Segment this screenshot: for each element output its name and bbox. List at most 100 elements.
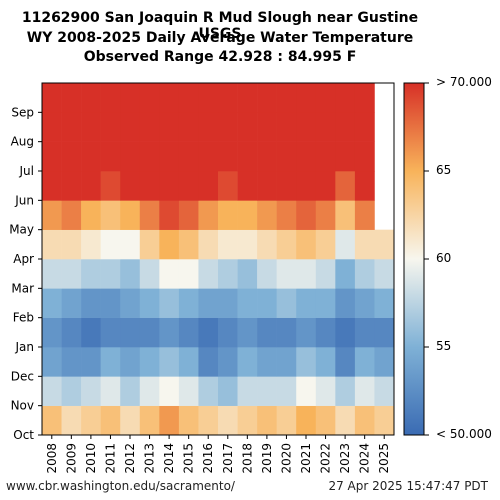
y-tick-label: Jun (14, 193, 34, 207)
heatmap-cell (354, 112, 375, 142)
heatmap-cell (120, 83, 141, 113)
heatmap-cell (237, 112, 258, 142)
heatmap-cell (218, 405, 238, 436)
x-tick-label: 2017 (221, 443, 235, 474)
heatmap-cell (335, 347, 356, 377)
heatmap-cell (159, 259, 180, 289)
heatmap-cell (120, 347, 141, 377)
heatmap-cell (100, 376, 121, 406)
heatmap-cell (178, 141, 199, 172)
heatmap-cell (159, 141, 180, 172)
x-tick-label: 2018 (240, 443, 254, 474)
heatmap-cell (42, 200, 62, 230)
heatmap-cell (198, 405, 219, 436)
heatmap-cell (198, 317, 219, 348)
y-tick-label: Jul (19, 164, 34, 178)
heatmap-cell (335, 229, 356, 260)
heatmap-cell (139, 83, 160, 113)
heatmap-cell (335, 83, 356, 113)
y-tick-label: Mar (11, 281, 34, 295)
heatmap-cell (139, 376, 160, 406)
heatmap-cell (257, 259, 277, 289)
heatmap-cell (296, 317, 317, 348)
heatmap-cell (237, 376, 258, 406)
heatmap-cell (257, 288, 277, 318)
heatmap-cell (335, 141, 356, 172)
x-tick-label: 2022 (319, 443, 333, 474)
heatmap-cell (257, 405, 277, 436)
heatmap-cell (139, 405, 160, 436)
heatmap-cell (42, 376, 62, 406)
heatmap-cell (100, 229, 121, 260)
heatmap-cell (81, 141, 101, 172)
y-tick-label: Dec (11, 369, 34, 383)
heatmap-cell (159, 200, 180, 230)
heatmap-cell (237, 288, 258, 318)
heatmap-cell (218, 347, 238, 377)
heatmap-cell (257, 141, 277, 172)
heatmap-cell (218, 229, 238, 260)
heatmap-cell (296, 376, 317, 406)
heatmap-cell (61, 83, 82, 113)
heatmap-cell (61, 171, 82, 201)
heatmap-cell (42, 83, 62, 113)
heatmap-cell (178, 112, 199, 142)
chart-title-line-3: Observed Range 42.928 : 84.995 F (83, 49, 357, 65)
heatmap-cell (100, 112, 121, 142)
heatmap-cell (100, 83, 121, 113)
heatmap-cell (315, 171, 336, 201)
heatmap-cell (218, 317, 238, 348)
heatmap-cell (42, 405, 62, 436)
heatmap-cell (354, 405, 375, 436)
y-tick-label: Oct (13, 428, 34, 442)
heatmap-cell (218, 376, 238, 406)
heatmap-cell (335, 112, 356, 142)
heatmap-cell (354, 347, 375, 377)
heatmap-cell (61, 259, 82, 289)
y-tick-label: Jan (15, 340, 35, 354)
heatmap-cell (354, 200, 375, 230)
heatmap-cell (159, 288, 180, 318)
x-tick-label: 2021 (299, 443, 313, 474)
heatmap-cell (61, 200, 82, 230)
heatmap-cell (42, 347, 62, 377)
heatmap-cell (296, 112, 317, 142)
heatmap-cell (159, 405, 180, 436)
heatmap-cell (276, 229, 297, 260)
heatmap-cell (178, 229, 199, 260)
heatmap-cell (120, 288, 141, 318)
heatmap-cell (198, 200, 219, 230)
heatmap-cell (81, 200, 101, 230)
heatmap-cell (139, 259, 160, 289)
heatmap-cell (237, 317, 258, 348)
heatmap-cell (100, 171, 121, 201)
heatmap-cell (237, 171, 258, 201)
heatmap-cell (237, 141, 258, 172)
heatmap-cell (61, 112, 82, 142)
heatmap-cell (218, 171, 238, 201)
heatmap-cell (81, 83, 101, 113)
heatmap-cell (61, 317, 82, 348)
y-tick-label: May (9, 223, 34, 237)
heatmap-cell (198, 259, 219, 289)
heatmap-cell (218, 141, 238, 172)
heatmap-cell (42, 288, 62, 318)
heatmap-cell (374, 405, 395, 436)
heatmap-cell (315, 141, 336, 172)
heatmap-cell (276, 288, 297, 318)
heatmap-cell (374, 376, 395, 406)
heatmap-cell (257, 376, 277, 406)
heatmap-cell (257, 171, 277, 201)
heatmap-cell (159, 229, 180, 260)
heatmap-cell (335, 405, 356, 436)
heatmap-cell (354, 317, 375, 348)
heatmap-cell (100, 317, 121, 348)
heatmap-cell (139, 347, 160, 377)
x-tick-label: 2024 (358, 443, 372, 474)
heatmap-cell (276, 83, 297, 113)
heatmap-cell (315, 259, 336, 289)
heatmap-cell (315, 376, 336, 406)
colorbar-tick-label: 60 (436, 251, 452, 265)
heatmap-cell (178, 171, 199, 201)
heatmap-cell (218, 259, 238, 289)
